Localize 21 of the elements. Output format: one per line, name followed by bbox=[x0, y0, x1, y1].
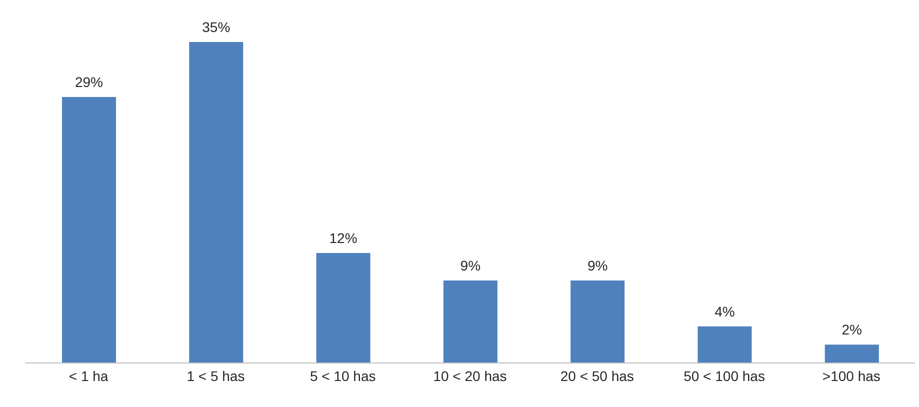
bar bbox=[189, 42, 244, 363]
bar bbox=[570, 280, 625, 363]
data-label: 29% bbox=[74, 74, 104, 90]
x-tick-label: 20 < 50 has bbox=[560, 368, 634, 384]
data-label: 4% bbox=[714, 303, 735, 320]
bar bbox=[698, 326, 752, 363]
x-tick-label: 10 < 20 has bbox=[433, 368, 507, 384]
x-tick-label: >100 has bbox=[822, 368, 880, 384]
x-tick-label: 5 < 10 has bbox=[310, 368, 376, 384]
data-label: 35% bbox=[202, 19, 230, 35]
bar bbox=[824, 344, 879, 363]
data-label: 2% bbox=[842, 322, 862, 338]
bar bbox=[316, 252, 370, 363]
data-label: 9% bbox=[587, 257, 608, 274]
x-tick-label: 50 < 100 has bbox=[684, 368, 765, 384]
x-tick-label: 1 < 5 has bbox=[186, 368, 245, 384]
data-label: 12% bbox=[329, 230, 358, 246]
bar bbox=[443, 280, 498, 363]
data-label: 9% bbox=[460, 257, 481, 274]
x-tick-label: < 1 ha bbox=[68, 368, 108, 384]
bar bbox=[62, 97, 116, 363]
